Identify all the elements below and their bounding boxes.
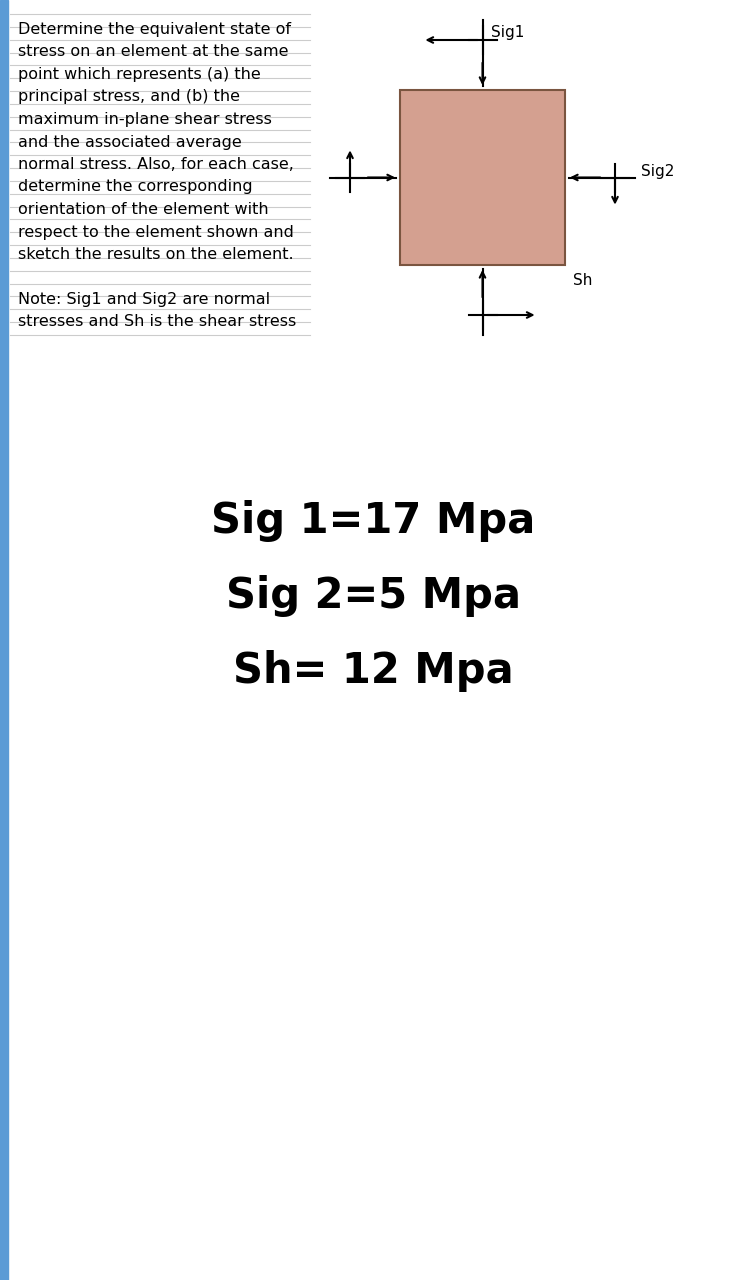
Text: maximum in-plane shear stress: maximum in-plane shear stress [18,111,272,127]
Text: normal stress. Also, for each case,: normal stress. Also, for each case, [18,157,294,172]
Text: respect to the element shown and: respect to the element shown and [18,224,294,239]
Text: Sh= 12 Mpa: Sh= 12 Mpa [233,650,513,692]
Bar [400,90,565,265]
Text: point which represents (a) the: point which represents (a) the [18,67,261,82]
Text: and the associated average: and the associated average [18,134,242,150]
Text: principal stress, and (b) the: principal stress, and (b) the [18,90,240,105]
Text: stress on an element at the same: stress on an element at the same [18,45,289,59]
Text: Sig 1=17 Mpa: Sig 1=17 Mpa [211,500,535,541]
Text: sketch the results on the element.: sketch the results on the element. [18,247,294,262]
Text: Sig2: Sig2 [641,164,674,179]
Text: orientation of the element with: orientation of the element with [18,202,269,218]
Bar [0,0,8,1280]
Text: Sig1: Sig1 [491,26,524,40]
Text: Determine the equivalent state of: Determine the equivalent state of [18,22,291,37]
Text: determine the corresponding: determine the corresponding [18,179,253,195]
Text: Sh: Sh [573,273,592,288]
Text: stresses and Sh is the shear stress: stresses and Sh is the shear stress [18,315,296,329]
Text: Sig 2=5 Mpa: Sig 2=5 Mpa [225,575,521,617]
Text: Note: Sig1 and Sig2 are normal: Note: Sig1 and Sig2 are normal [18,292,270,307]
